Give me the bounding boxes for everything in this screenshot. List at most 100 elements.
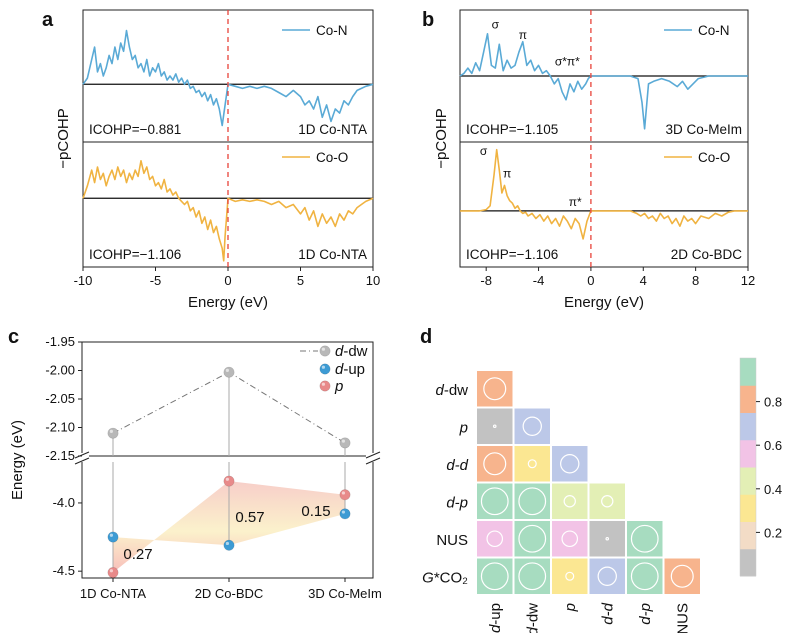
panel-d-colorbar-band [740, 439, 756, 468]
panel-d-row-label-base: d [435, 382, 444, 399]
panel-c-break-mark [365, 451, 381, 459]
panel-b-series-co-o [460, 148, 748, 240]
panel-d-row-label-base: NUS [436, 532, 468, 549]
panel-d-cell [589, 483, 625, 519]
panel-a-letter: a [42, 9, 54, 31]
panel-c-point-d-up [223, 539, 235, 551]
panel-c-legend-marker-highlight [321, 365, 325, 369]
panel-c-break-mark [74, 451, 90, 459]
panel-d-col-label: d-up [487, 603, 504, 633]
panel-d-col-label: p [562, 603, 579, 612]
panel-d-row-label-base: p [459, 419, 468, 436]
panel-d-cell-circle [560, 454, 580, 474]
panel-d-cell-circle [483, 377, 507, 401]
panel-b-frame [459, 9, 749, 268]
panel-d-cell [514, 558, 550, 594]
panel-c-point-d-dw-highlight [341, 439, 345, 443]
panel-d-col-label-base: d [524, 627, 541, 633]
panel-d-row-label: d-d [446, 457, 468, 474]
panel-a-series-co-n [82, 29, 374, 127]
panel-d-colorbar-label: 0.2 [764, 525, 782, 540]
panel-b-annotation: π [503, 167, 511, 181]
panel-d-row-label: d-p [446, 494, 468, 511]
panel-d-colorbar-label: 0.8 [764, 395, 782, 410]
panel-b-series-co-n [459, 33, 748, 130]
panel-c-point-d-dw-highlight [109, 429, 113, 433]
panel-d-cell-circle [522, 416, 542, 436]
panel-d-col-label: d-d [599, 602, 616, 624]
panel-c-legend-label-base: d [335, 343, 344, 360]
panel-b-icohp-label: ICOHP=−1.105 [466, 122, 558, 137]
panel-d-colorbar-band [740, 385, 756, 413]
panel-b-xtick-label: 0 [587, 273, 594, 288]
panel-d-cell [477, 446, 513, 482]
panel-c-ytick-label: -2.15 [45, 448, 75, 463]
panel-d-cell-circle [486, 530, 504, 548]
panel-d-cell [627, 521, 663, 557]
panel-b-xtick-label: 4 [640, 273, 647, 288]
panel-d-col-label-base: d [637, 616, 654, 625]
panel-c-point-d-dw [107, 427, 119, 439]
panel-a-xlabel: Energy (eV) [188, 294, 268, 311]
panel-a-xtick-label: 10 [366, 273, 380, 288]
panel-c-legend-label: p [334, 378, 343, 395]
panel-b-annotation: σ*π* [555, 54, 580, 68]
panel-d-row-label-base: G [422, 569, 434, 586]
panel-c-legend-label: d-dw [335, 343, 368, 360]
panel-d-cell-circle [492, 424, 497, 429]
panel-c-legend-marker-highlight [321, 347, 325, 351]
panel-b-structure-label: 2D Co-BDC [671, 247, 743, 262]
panel-d-cell-circle [561, 530, 579, 548]
panel-d-colorbar-label: 0.4 [764, 482, 782, 497]
panel-d-col-label-base: d [487, 624, 504, 633]
panel-d-cell [552, 446, 588, 482]
panel-a-icohp-label: ICOHP=−0.881 [89, 122, 181, 137]
panel-b-icohp-label: ICOHP=−1.106 [466, 247, 558, 262]
panel-c-letter: c [8, 326, 19, 348]
panel-d-colorbar-band [740, 548, 756, 577]
panel-c-point-p-highlight [341, 491, 345, 495]
panel-c-gap-label: 0.27 [123, 546, 152, 563]
panel-d-cell [589, 558, 625, 594]
panel-d-cell [477, 521, 513, 557]
panel-d-col-label-base: p [562, 603, 579, 612]
panel-c-xtick-label: 2D Co-BDC [195, 586, 264, 601]
panel-d-cell [514, 446, 550, 482]
panel-d-cell [589, 521, 625, 557]
panel-a-icohp-label: ICOHP=−1.106 [89, 247, 181, 262]
panel-b-legend-label: Co-N [698, 23, 730, 38]
panel-a-legend-label: Co-O [316, 150, 348, 165]
panel-d-letter: d [420, 326, 432, 348]
panel-c-point-d-up [107, 531, 119, 543]
panel-c-legend-label-base: p [334, 378, 343, 395]
panel-d-cell-circle [563, 495, 576, 508]
panel-c-xtick-label: 1D Co-NTA [80, 586, 147, 601]
panel-a-series-co-o [82, 160, 374, 262]
panel-d-row-label-suffix: -d [455, 457, 469, 474]
panel-b-letter: b [422, 9, 434, 31]
panel-d-col-label-suffix: -dw [524, 603, 541, 627]
panel-b-structure-label: 3D Co-MeIm [665, 122, 742, 137]
panel-d-colorbar-frame [739, 357, 757, 577]
panel-d-cell-circle [527, 459, 537, 469]
panel-d-cell-circle [630, 562, 659, 591]
panel-d-cell [477, 408, 513, 444]
panel-d-cell-circle [597, 566, 617, 586]
panel-d-cell-circle [565, 571, 575, 581]
panel-c-legend-label: d-up [335, 361, 365, 378]
panel-d-cell [514, 483, 550, 519]
panel-c-point-d-up-highlight [225, 541, 229, 546]
panel-a-structure-label: 1D Co-NTA [298, 247, 367, 262]
panel-d-row-label-base: d [446, 457, 455, 474]
panel-b-xtick-label: 8 [692, 273, 699, 288]
panel-b-ylabel: −pCOHP [433, 108, 450, 168]
panel-d-colorbar-label: 0.6 [764, 438, 782, 453]
panel-a-xtick-label: 5 [297, 273, 304, 288]
panel-d-cell [514, 408, 550, 444]
panel-d-col-label-suffix: -p [637, 603, 654, 616]
panel-d-cell-circle [518, 487, 547, 516]
panel-b-xlabel: Energy (eV) [564, 294, 644, 311]
panel-c-gap-label: 0.57 [235, 509, 264, 526]
panel-a-structure-label: 1D Co-NTA [298, 122, 367, 137]
